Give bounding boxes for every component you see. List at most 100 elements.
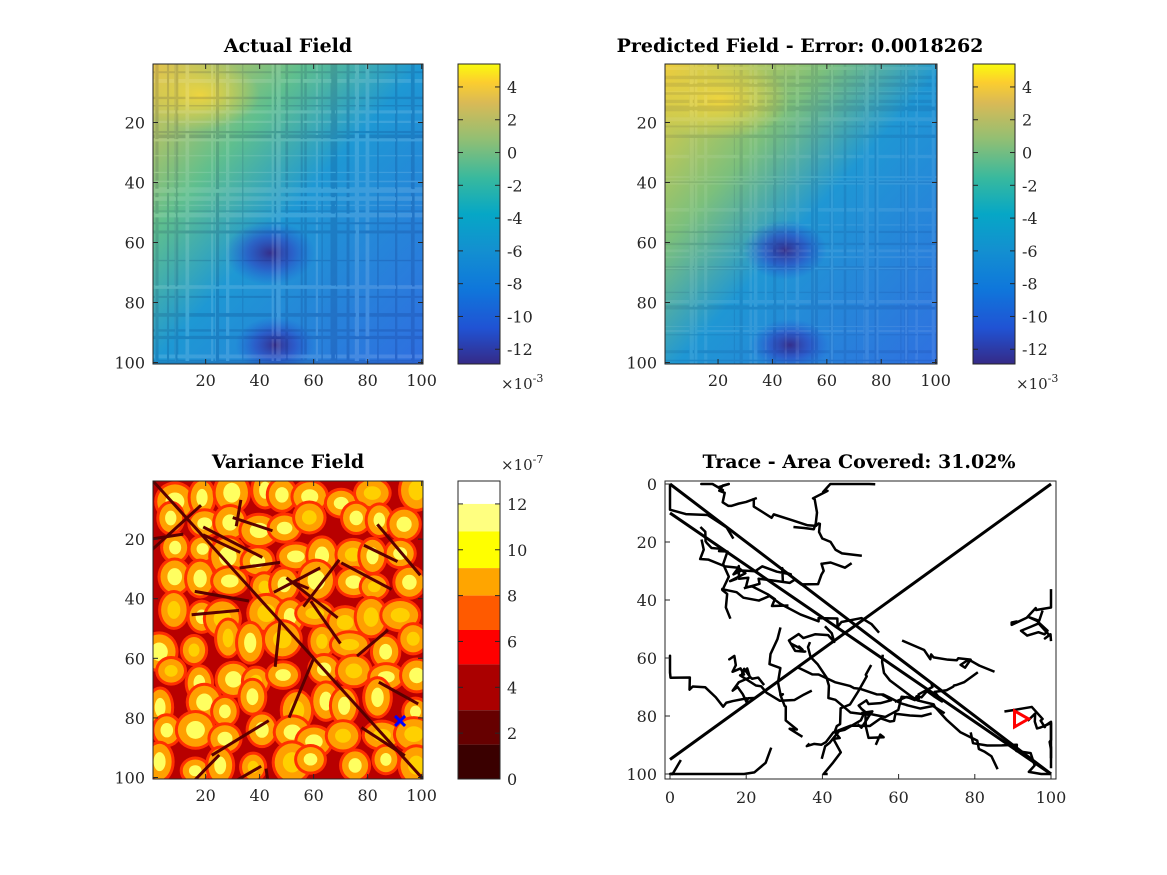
colorbar-tick-label: -10: [1022, 307, 1048, 326]
trace-path: [720, 587, 880, 634]
heatmap-variance: [153, 481, 423, 779]
trace-path: [728, 565, 793, 583]
panel-trace: Trace - Area Covered: 31.02% 0 20 40 60 80 10…: [626, 451, 1066, 807]
heatmap-actual: [153, 64, 423, 364]
colorbar-variance-exponent: ×10-7: [501, 453, 543, 474]
colorbar-tick-label: -6: [507, 242, 523, 261]
x-tick-label: 40: [249, 371, 269, 390]
trace-paths: [668, 482, 1053, 776]
trace-path: [894, 671, 979, 704]
y-tick-label: 20: [125, 114, 145, 133]
x-tick-label: 80: [965, 788, 985, 807]
y-tick-label: 100: [114, 354, 145, 373]
colorbar-tick-label: 2: [507, 111, 517, 130]
colorbar-tick-label: 0: [507, 770, 517, 789]
y-tick-label: 20: [637, 114, 657, 133]
colorbar-actual-exponent: ×10-3: [501, 372, 543, 393]
colorbar-tick-label: -2: [507, 176, 523, 195]
y-tick-label: 100: [626, 354, 657, 373]
x-tick-label: 20: [195, 786, 215, 805]
y-tick-label: 40: [125, 174, 145, 193]
x-tick-label: 40: [762, 371, 782, 390]
colorbar-tick-label: 0: [507, 144, 517, 163]
trace-path: [969, 732, 1051, 776]
trace-series-line: [669, 511, 1052, 776]
trace-series-line: [669, 482, 1052, 761]
colorbar-level: [458, 710, 500, 745]
trace-path: [822, 664, 873, 776]
trace-path: [793, 482, 876, 531]
colorbar-predicted: 4 2 0 -2 -4 -6 -8 -10 -12 ×10-3: [972, 63, 1058, 393]
x-tick-label: 100: [1036, 788, 1067, 807]
heatmap-predicted: [665, 64, 937, 364]
y-tick-label: 80: [637, 707, 657, 726]
y-tick-label: 0: [647, 475, 657, 494]
x-tick-label: 80: [357, 371, 377, 390]
colorbar-actual: 4 2 0 -2 -4 -6 -8 -10 -12 ×10-3: [457, 63, 543, 393]
x-tick-label: 100: [406, 371, 437, 390]
y-tick-label: 60: [125, 234, 145, 253]
colorbar-tick-label: 8: [507, 587, 517, 606]
trace-path: [901, 639, 995, 673]
trace-path: [768, 627, 804, 738]
colorbar-tick-label: 4: [1022, 78, 1032, 97]
trace-path: [1004, 705, 1053, 769]
panel-title-trace: Trace - Area Covered: 31.02%: [702, 451, 1015, 473]
trace-path: [787, 625, 836, 653]
x-tick-label: 40: [249, 786, 269, 805]
axes-variance: 20 40 60 80 100 20 40 60 80 100: [114, 481, 437, 805]
x-tick-label: 100: [406, 786, 437, 805]
y-tick-label: 40: [637, 591, 657, 610]
colorbar-tick-label: -4: [1022, 209, 1038, 228]
colorbar-actual-bar: [457, 63, 501, 365]
trace-path: [670, 747, 773, 776]
colorbar-level: [458, 531, 500, 569]
panel-title-variance: Variance Field: [211, 451, 364, 473]
x-tick-label: 0: [665, 788, 675, 807]
trace-path: [700, 482, 758, 508]
x-tick-label: 40: [812, 788, 832, 807]
y-tick-label: 60: [125, 649, 145, 668]
axes-actual: 20 40 60 80 100 20 40 60 80 100: [114, 64, 437, 390]
axes-trace: 0 20 40 60 80 100 0 20 40 60 80 100: [626, 475, 1066, 807]
colorbar-predicted-exponent: ×10-3: [1016, 372, 1058, 393]
x-tick-label: 60: [888, 788, 908, 807]
y-tick-label: 60: [637, 234, 657, 253]
trace-path: [743, 561, 853, 590]
x-tick-label: 60: [817, 371, 837, 390]
y-tick-label: 20: [637, 533, 657, 552]
x-tick-label: 80: [871, 371, 891, 390]
trace-path: [806, 641, 885, 746]
colorbar-tick-label: -8: [1022, 275, 1038, 294]
colorbar-tick-label: 2: [507, 724, 517, 743]
colorbar-tick-label: -12: [507, 340, 533, 359]
trace-path: [668, 484, 735, 540]
x-tick-label: 20: [736, 788, 756, 807]
panel-title-actual: Actual Field: [223, 35, 352, 57]
colorbar-level: [458, 664, 500, 711]
colorbar-tick-label: 10: [507, 541, 527, 560]
trace-path: [728, 654, 813, 703]
colorbar-level: [458, 568, 500, 596]
trace-path: [699, 526, 732, 620]
trace-series-line: [669, 482, 1052, 776]
colorbar-level: [458, 595, 500, 630]
y-tick-label: 60: [637, 649, 657, 668]
colorbar-tick-label: -6: [1022, 242, 1038, 261]
colorbar-tick-label: 6: [507, 632, 517, 651]
colorbar-variance: 12 10 8 6 4 2 0 ×10-7: [457, 453, 543, 789]
colorbar-tick-label: 0: [1022, 144, 1032, 163]
trace-path: [752, 498, 862, 557]
trace-path: [668, 654, 748, 708]
y-tick-label: 100: [114, 769, 145, 788]
y-tick-label: 40: [125, 590, 145, 609]
x-tick-label: 60: [303, 786, 323, 805]
y-tick-label: 80: [125, 709, 145, 728]
colorbar-level: [458, 481, 500, 504]
colorbar-level: [458, 744, 500, 779]
colorbar-level: [458, 630, 500, 665]
x-tick-label: 80: [357, 786, 377, 805]
